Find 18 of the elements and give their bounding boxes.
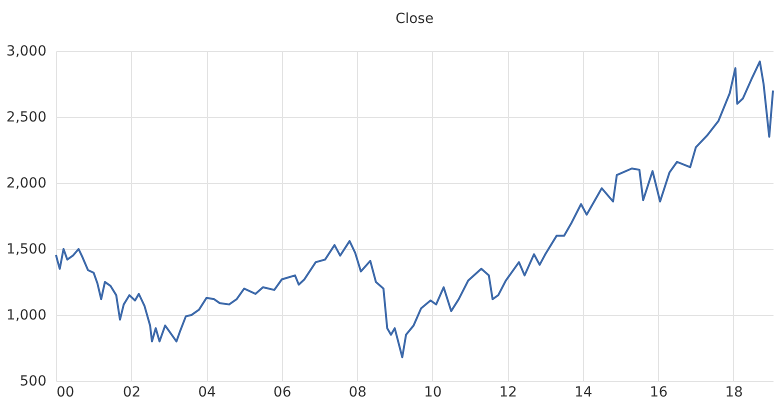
x-tick-label: 04 bbox=[198, 384, 216, 400]
x-tick-label: 14 bbox=[574, 384, 592, 400]
chart-title: Close bbox=[395, 11, 434, 27]
y-tick-label: 500 bbox=[20, 374, 46, 390]
y-tick-label: 1,500 bbox=[6, 242, 46, 258]
line-series bbox=[55, 60, 774, 358]
y-tick-label: 2,500 bbox=[6, 110, 46, 126]
x-tick-label: 10 bbox=[424, 384, 442, 400]
y-tick-label: 2,000 bbox=[6, 176, 46, 192]
x-tick-label: 02 bbox=[122, 384, 141, 400]
x-tick-label: 18 bbox=[725, 384, 743, 400]
x-tick-label: 16 bbox=[650, 384, 668, 400]
y-tick-label: 3,000 bbox=[6, 44, 46, 60]
y-tick-label: 1,000 bbox=[6, 308, 46, 324]
x-tick-label: 08 bbox=[348, 384, 367, 400]
x-tick-label: 00 bbox=[56, 384, 74, 400]
x-tick-label: 12 bbox=[499, 384, 518, 400]
x-tick-label: 06 bbox=[273, 384, 292, 400]
